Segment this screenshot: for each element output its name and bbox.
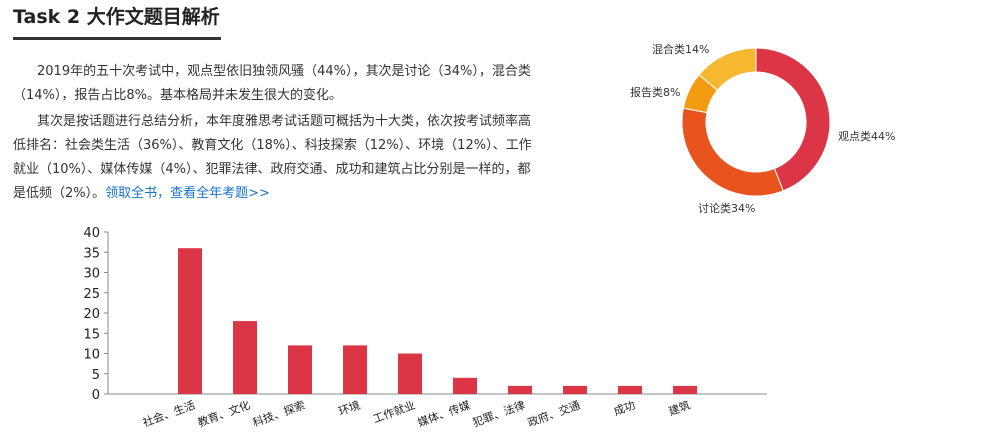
bar: [178, 248, 202, 394]
y-tick-label: 15: [83, 327, 100, 342]
y-tick-label: 25: [83, 287, 100, 302]
x-tick-label: 科技、探索: [251, 398, 307, 430]
paragraph-topic-summary: 其次是按话题进行总结分析，本年度雅思考试话题可概括为十大类，依次按考试频率高低排…: [13, 110, 533, 206]
bar: [453, 377, 477, 394]
x-tick-label: 政府、交通: [526, 398, 582, 430]
x-tick-label: 犯罪、法律: [471, 398, 527, 430]
x-tick-label: 建筑: [667, 398, 692, 419]
donut-slice: [681, 107, 784, 197]
paragraph-text-topics: 其次是按话题进行总结分析，本年度雅思考试话题可概括为十大类，依次按考试频率高低排…: [13, 110, 533, 206]
donut-slice-label: 混合类14%: [652, 42, 709, 56]
x-tick-label: 环境: [337, 398, 362, 419]
bar: [618, 385, 642, 394]
paragraph-type-summary: 2019年的五十次考试中，观点型依旧独领风骚（44%），其次是讨论（34%），混…: [13, 60, 533, 108]
bar: [508, 385, 532, 394]
y-tick-label: 40: [83, 226, 100, 241]
x-tick-label: 教育、文化: [196, 398, 252, 430]
x-tick-label: 社会、生活: [141, 398, 197, 430]
y-tick-label: 35: [83, 246, 100, 261]
page-title: Task 2 大作文题目解析: [13, 6, 220, 28]
bar: [288, 345, 312, 394]
bar: [563, 385, 587, 394]
paragraph-text: 2019年的五十次考试中，观点型依旧独领风骚（44%），其次是讨论（34%），混…: [13, 64, 531, 103]
y-tick-label: 5: [92, 368, 100, 383]
bar: [233, 321, 257, 394]
bar: [673, 385, 697, 394]
donut-slice-label: 报告类8%: [630, 85, 680, 99]
y-tick-label: 30: [83, 267, 100, 282]
donut-slice: [755, 47, 831, 192]
question-type-donut-chart: 观点类44% 讨论类34% 报告类8% 混合类14%: [630, 42, 895, 215]
x-tick-label: 成功: [612, 399, 637, 419]
y-tick-label: 20: [83, 307, 100, 322]
donut-slice-label: 观点类44%: [838, 129, 895, 143]
paragraph-topics-text: 其次是按话题进行总结分析，本年度雅思考试话题可概括为十大类，依次按考试频率高低排…: [13, 114, 532, 201]
view-all-exams-link[interactable]: 领取全书，查看全年考题>>: [105, 186, 270, 201]
x-tick-label: 工作就业: [371, 398, 417, 426]
bar: [398, 353, 422, 394]
bar: [343, 345, 367, 394]
x-tick-label: 媒体、传媒: [416, 398, 472, 430]
donut-slice: [698, 47, 757, 91]
title-underline: [13, 37, 221, 40]
y-tick-label: 10: [83, 348, 100, 363]
donut-slice-label: 讨论类34%: [698, 201, 755, 215]
y-tick-label: 0: [92, 388, 100, 403]
